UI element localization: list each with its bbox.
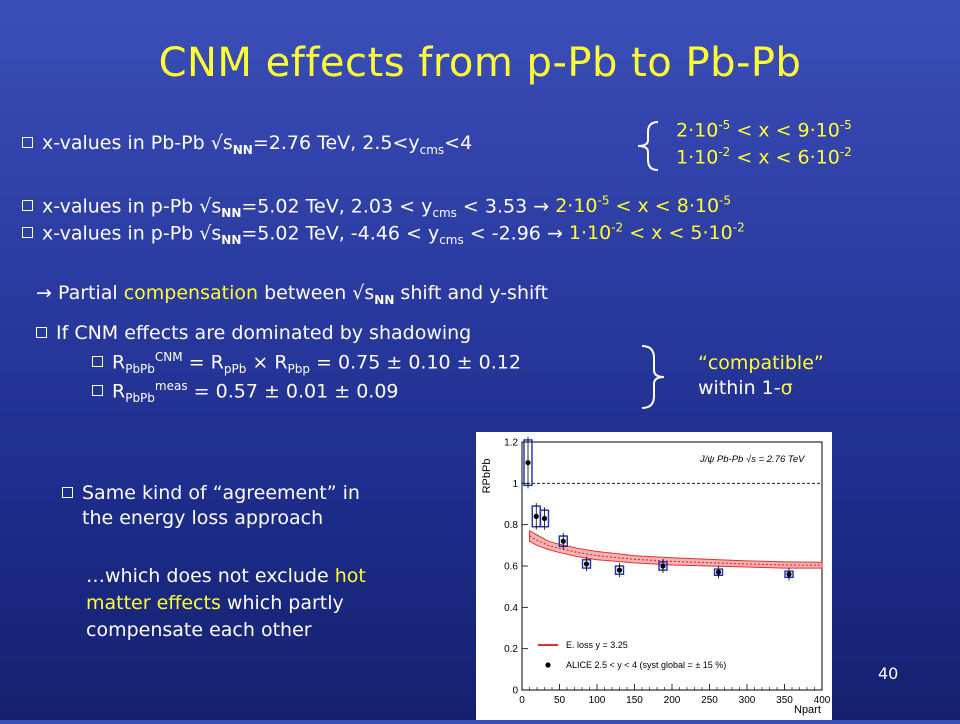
x-range-2: 1·10-2 < x < 6·10-2 bbox=[676, 145, 852, 169]
y-tick-label: 1.2 bbox=[504, 438, 518, 449]
checkbox-bullet-icon bbox=[22, 227, 33, 239]
data-point bbox=[715, 569, 722, 575]
text-segment: s bbox=[222, 132, 233, 154]
x-tick-label: 150 bbox=[626, 695, 643, 706]
x-tick-label: 100 bbox=[589, 695, 606, 706]
legend-data-swatch bbox=[545, 662, 551, 668]
y-tick-label: 0.4 bbox=[504, 603, 518, 614]
highlight-compensation: compensation bbox=[123, 282, 259, 304]
text-segment: x-values in Pb-Pb bbox=[42, 132, 211, 154]
text-segment: <4 bbox=[444, 132, 473, 154]
subscript: NN bbox=[232, 142, 253, 157]
right-brace-icon bbox=[641, 345, 665, 409]
sqrt-symbol: √ bbox=[352, 282, 365, 304]
x-tick-label: 350 bbox=[776, 695, 793, 706]
page-number: 40 bbox=[878, 664, 899, 683]
slide-title: CNM effects from p-Pb to Pb-Pb bbox=[158, 40, 802, 86]
y-tick-label: 0.8 bbox=[504, 520, 518, 531]
plot-title: J/ψ Pb-Pb √s = 2.76 TeV bbox=[699, 454, 806, 465]
sigma-symbol: σ bbox=[780, 377, 793, 399]
pbpb-x-values-line: x-values in Pb-Pb √sNN=2.76 TeV, 2.5<ycm… bbox=[22, 132, 472, 157]
y-tick-label: 0 bbox=[512, 686, 518, 697]
x-tick-label: 250 bbox=[701, 695, 718, 706]
eloss-model-band bbox=[529, 530, 823, 569]
y-axis-label: RPbPb bbox=[481, 459, 493, 494]
checkbox-bullet-icon bbox=[62, 487, 73, 498]
data-point bbox=[560, 538, 566, 544]
data-point bbox=[525, 460, 531, 466]
raa-chart-svg: 0 50 100 150 200 250 300 350 400 0 0.2 0.4 0.6 0.8 1 1.… bbox=[481, 436, 831, 716]
checkbox-bullet-icon bbox=[22, 137, 33, 148]
right-arrow-icon: → bbox=[36, 282, 52, 304]
legend-data-label: ALICE 2.5 < y < 4 (syst global = ± 15 %) bbox=[566, 660, 726, 670]
x-tick-label: 50 bbox=[554, 695, 566, 706]
legend-model-label: E. loss y = 3.25 bbox=[566, 640, 628, 650]
ppb-forward-line: x-values in p-Pb √sNN=5.02 TeV, 2.03 < y… bbox=[22, 194, 731, 220]
sqrt-symbol: √ bbox=[199, 222, 212, 245]
eloss-model-centerline bbox=[529, 535, 823, 566]
data-point bbox=[660, 563, 666, 569]
r-cnm-line: RPbPbCNM = RpPb × RPbp = 0.75 ± 0.10 ± 0… bbox=[92, 350, 521, 376]
compatible-label: “compatible” within 1-σ bbox=[698, 352, 824, 399]
data-point bbox=[786, 571, 792, 577]
y-tick-label: 0.6 bbox=[504, 562, 518, 573]
r-meas-line: RPbPbmeas = 0.57 ± 0.01 ± 0.09 bbox=[92, 379, 399, 405]
x-tick-label: 300 bbox=[739, 695, 756, 706]
data-point bbox=[541, 515, 548, 522]
same-kind-block: Same kind of “agreement” in the energy l… bbox=[62, 482, 360, 529]
checkbox-bullet-icon bbox=[92, 356, 103, 368]
right-arrow-icon: → bbox=[546, 222, 563, 245]
y-tick-label: 1 bbox=[512, 479, 518, 490]
checkbox-bullet-icon bbox=[22, 200, 33, 212]
sqrt-symbol: √ bbox=[199, 195, 212, 218]
checkbox-bullet-icon bbox=[36, 327, 47, 338]
x-range-1: 2·10-5 < x < 9·10-5 bbox=[676, 118, 852, 142]
subscript: cms bbox=[419, 142, 445, 157]
left-brace-icon bbox=[637, 121, 659, 171]
data-point bbox=[616, 567, 623, 573]
shadowing-heading: If CNM effects are dominated by shadowin… bbox=[36, 322, 471, 344]
x-tick-label: 200 bbox=[664, 695, 681, 706]
ppb-backward-line: x-values in p-Pb √sNN=5.02 TeV, -4.46 < … bbox=[22, 221, 745, 247]
data-point bbox=[533, 513, 539, 519]
text-segment: =2.76 TeV, 2.5<y bbox=[252, 132, 420, 154]
sqrt-symbol: √ bbox=[210, 132, 223, 154]
y-tick-label: 0.2 bbox=[504, 644, 518, 655]
which-block: …which does not exclude hot matter effec… bbox=[86, 565, 366, 641]
partial-compensation-line: → Partial compensation between √sNN shif… bbox=[36, 282, 549, 307]
x-axis-label: Npart bbox=[794, 704, 821, 716]
x-tick-label: 400 bbox=[814, 695, 831, 706]
data-point bbox=[583, 561, 590, 567]
x-tick-label: 0 bbox=[519, 695, 525, 706]
raa-plot: 0 50 100 150 200 250 300 350 400 0 0.2 0.4 0.6 0.8 1 1.… bbox=[476, 432, 832, 720]
right-arrow-icon: → bbox=[533, 195, 550, 218]
checkbox-bullet-icon bbox=[92, 385, 103, 397]
